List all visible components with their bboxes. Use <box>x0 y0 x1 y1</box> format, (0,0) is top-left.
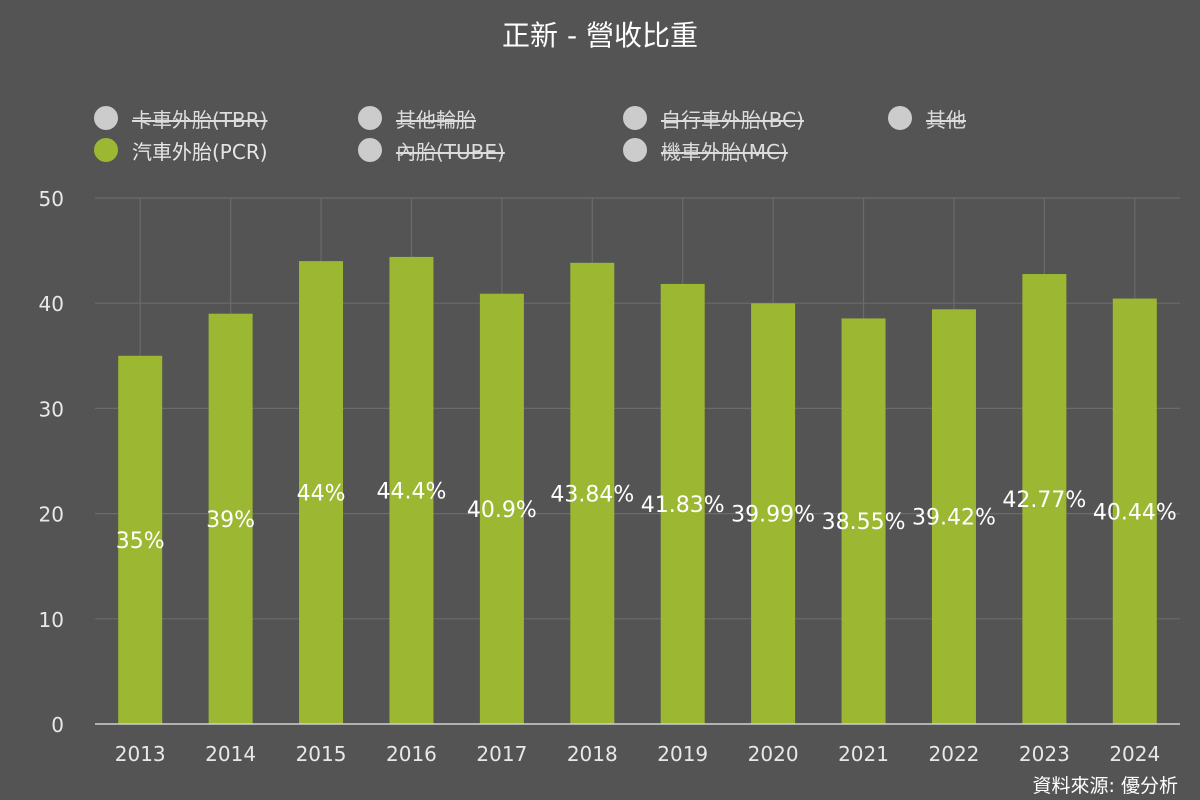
data-label: 44.4% <box>377 479 447 504</box>
bar-2013[interactable] <box>118 355 163 724</box>
bar-2016[interactable] <box>389 256 434 724</box>
legend-label: 其他 <box>926 107 966 132</box>
data-label: 39% <box>206 508 255 533</box>
bar-2014[interactable] <box>208 313 253 724</box>
legend-item[interactable]: 卡車外胎(TBR) <box>94 104 267 132</box>
legend-label: 卡車外胎(TBR) <box>132 107 268 132</box>
legend-item[interactable]: 自行車外胎(BC) <box>623 104 804 132</box>
bar-2018[interactable] <box>570 262 615 724</box>
legend-label: 其他輪胎 <box>396 107 476 132</box>
x-tick-label: 2019 <box>657 742 708 766</box>
legend-label: 汽車外胎(PCR) <box>132 139 268 164</box>
legend: 卡車外胎(TBR) 其他輪胎 自行車外胎(BC) 其他汽車外胎(PCR) 內胎(TUBE… <box>0 0 1200 180</box>
data-label: 40.9% <box>467 498 537 523</box>
data-label: 42.77% <box>1002 488 1086 513</box>
y-tick-label: 0 <box>51 713 64 737</box>
chart-title: 正新 - 營收比重 <box>502 19 698 52</box>
legend-label: 機車外胎(MC) <box>661 139 788 164</box>
x-tick-label: 2022 <box>929 742 980 766</box>
bar-2022[interactable] <box>931 309 976 724</box>
x-tick-label: 2021 <box>838 742 889 766</box>
x-tick-label: 2017 <box>476 742 527 766</box>
legend-label: 內胎(TUBE) <box>396 139 505 164</box>
data-label: 40.44% <box>1093 500 1177 525</box>
x-tick-label: 2015 <box>296 742 347 766</box>
legend-label: 自行車外胎(BC) <box>661 107 804 132</box>
legend-item[interactable]: 其他 <box>888 104 966 132</box>
legend-marker-icon <box>94 106 118 130</box>
x-tick-label: 2020 <box>748 742 799 766</box>
x-tick-label: 2024 <box>1109 742 1160 766</box>
data-label: 39.99% <box>731 503 815 528</box>
legend-item[interactable]: 其他輪胎 <box>358 104 476 132</box>
legend-marker-icon <box>358 106 382 130</box>
source-note: 資料來源: 優分析 <box>1032 775 1178 797</box>
x-tick-label: 2013 <box>115 742 166 766</box>
y-tick-label: 40 <box>39 292 64 316</box>
bar-2017[interactable] <box>479 293 524 724</box>
bar-2023[interactable] <box>1022 274 1067 724</box>
legend-item[interactable]: 機車外胎(MC) <box>623 136 788 164</box>
data-label: 41.83% <box>641 493 725 518</box>
data-label: 35% <box>116 529 165 554</box>
legend-marker-icon <box>888 106 912 130</box>
bar-2015[interactable] <box>299 261 344 724</box>
legend-marker-icon <box>358 138 382 162</box>
bar-2021[interactable] <box>841 318 886 724</box>
y-tick-label: 50 <box>39 187 64 211</box>
legend-marker-icon <box>94 138 118 162</box>
data-label: 44% <box>297 482 346 507</box>
y-tick-label: 10 <box>39 608 64 632</box>
bar-2020[interactable] <box>751 303 796 724</box>
legend-marker-icon <box>623 138 647 162</box>
data-label: 43.84% <box>550 482 634 507</box>
data-label: 39.42% <box>912 506 996 531</box>
legend-marker-icon <box>623 106 647 130</box>
bar-2024[interactable] <box>1112 298 1157 724</box>
x-tick-label: 2014 <box>205 742 256 766</box>
y-tick-label: 20 <box>39 503 64 527</box>
legend-item[interactable]: 內胎(TUBE) <box>358 136 505 164</box>
y-tick-label: 30 <box>39 397 64 421</box>
x-tick-label: 2018 <box>567 742 618 766</box>
x-tick-label: 2023 <box>1019 742 1070 766</box>
data-label: 38.55% <box>822 510 906 535</box>
bar-2019[interactable] <box>660 283 705 724</box>
legend-item[interactable]: 汽車外胎(PCR) <box>94 136 268 164</box>
x-tick-label: 2016 <box>386 742 437 766</box>
